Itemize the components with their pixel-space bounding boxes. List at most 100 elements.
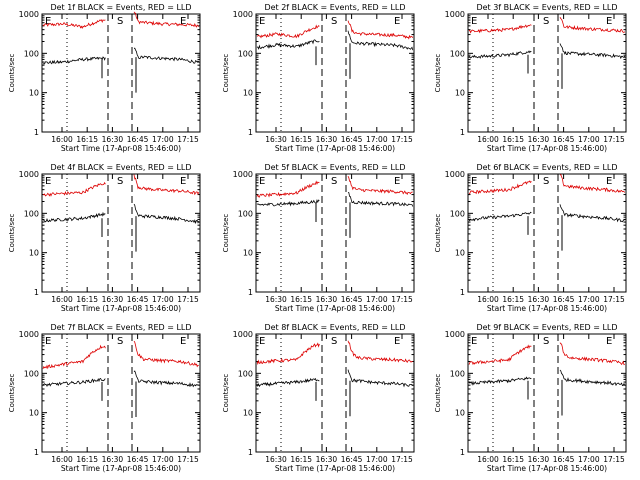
y-tick-label: 10 — [29, 249, 39, 258]
series-line — [468, 17, 626, 34]
panel: Det 9f BLACK = Events, RED = LLD 1 10 100 10… — [434, 323, 627, 473]
x-tick-label: 16:45 — [341, 455, 363, 464]
panel-title: Det 7f BLACK = Events, RED = LLD — [50, 323, 191, 332]
y-axis-label: Counts/sec — [8, 374, 16, 413]
y-tick-label: 10 — [243, 249, 253, 258]
y-axis-label: Counts/sec — [434, 214, 442, 253]
x-tick-label: 16:15 — [290, 135, 312, 144]
series-line — [256, 369, 414, 388]
interval-marker: E — [606, 176, 612, 187]
y-tick-label: 100 — [238, 369, 253, 378]
series-line — [256, 340, 413, 366]
interval-marker: E — [45, 16, 51, 27]
x-tick-label: 17:00 — [152, 455, 174, 464]
y-tick-label: 1000 — [19, 10, 39, 19]
x-tick-label: 16:15 — [290, 455, 312, 464]
y-tick-label: 1 — [34, 288, 39, 297]
interval-marker: S — [117, 336, 123, 347]
x-tick-label: 16:00 — [51, 455, 73, 464]
interval-marker: S — [543, 176, 549, 187]
x-tick-label: 16:30 — [528, 295, 550, 304]
y-tick-label: 10 — [29, 89, 39, 98]
x-axis-label: Start Time (17-Apr-08 15:46:00) — [275, 304, 395, 313]
interval-marker: E — [471, 336, 477, 347]
y-tick-label: 10 — [29, 409, 39, 418]
x-tick-label: 16:00 — [51, 295, 73, 304]
interval-marker: E — [259, 16, 265, 27]
panel: Det 6f BLACK = Events, RED = LLD 1 10 100 10… — [434, 163, 627, 313]
y-tick-label: 1000 — [19, 330, 39, 339]
x-axis-label: Start Time (17-Apr-08 15:46:00) — [275, 464, 395, 473]
y-tick-label: 100 — [450, 49, 465, 58]
x-tick-label: 16:00 — [477, 295, 499, 304]
y-tick-label: 100 — [24, 369, 39, 378]
series-line — [256, 192, 414, 207]
interval-marker: E — [394, 16, 400, 27]
panel: Det 1f BLACK = Events, RED = LLD 1 10 100 10… — [8, 3, 201, 153]
interval-marker: S — [117, 16, 123, 27]
plot-frame — [467, 173, 627, 293]
y-tick-label: 1000 — [445, 10, 465, 19]
interval-marker: S — [117, 176, 123, 187]
y-tick-label: 10 — [243, 409, 253, 418]
y-axis-label: Counts/sec — [8, 54, 16, 93]
y-tick-label: 1000 — [233, 170, 253, 179]
x-tick-label: 16:45 — [127, 135, 149, 144]
interval-marker: E — [259, 336, 265, 347]
y-tick-label: 1000 — [445, 170, 465, 179]
x-tick-label: 17:00 — [152, 135, 174, 144]
y-tick-label: 1 — [248, 128, 253, 137]
panel-title: Det 5f BLACK = Events, RED = LLD — [264, 163, 405, 172]
y-tick-label: 10 — [455, 249, 465, 258]
x-tick-label: 17:15 — [391, 295, 413, 304]
y-tick-label: 1000 — [233, 330, 253, 339]
x-tick-label: 17:15 — [603, 455, 625, 464]
y-axis-label: Counts/sec — [222, 54, 230, 93]
panel-title: Det 6f BLACK = Events, RED = LLD — [476, 163, 617, 172]
x-tick-label: 16:00 — [477, 135, 499, 144]
panel: Det 3f BLACK = Events, RED = LLD 1 10 100 10… — [434, 3, 627, 153]
series-line — [42, 11, 200, 30]
panel-title: Det 8f BLACK = Events, RED = LLD — [264, 323, 405, 332]
series-line — [468, 204, 626, 223]
x-tick-label: 16:00 — [477, 455, 499, 464]
plot-frame — [255, 13, 415, 133]
plot-frame — [467, 333, 627, 453]
x-tick-label: 16:30 — [102, 295, 124, 304]
x-tick-label: 17:15 — [177, 455, 199, 464]
panel: Det 7f BLACK = Events, RED = LLD 1 10 100 10… — [8, 323, 201, 473]
x-tick-label: 17:00 — [366, 455, 388, 464]
plot-frame — [467, 13, 627, 133]
series-line — [43, 47, 200, 65]
panel-title: Det 1f BLACK = Events, RED = LLD — [50, 3, 191, 12]
x-tick-label: 16:30 — [102, 455, 124, 464]
y-tick-label: 1 — [460, 128, 465, 137]
y-tick-label: 1 — [248, 448, 253, 457]
plot-frame — [255, 173, 415, 293]
panel-title: Det 2f BLACK = Events, RED = LLD — [264, 3, 405, 12]
x-tick-label: 17:15 — [391, 455, 413, 464]
x-tick-label: 16:00 — [51, 135, 73, 144]
y-axis-label: Counts/sec — [222, 374, 230, 413]
y-axis-label: Counts/sec — [434, 374, 442, 413]
series-line — [468, 174, 626, 195]
x-axis-label: Start Time (17-Apr-08 15:46:00) — [487, 304, 607, 313]
x-tick-label: 16:15 — [502, 455, 524, 464]
y-axis-label: Counts/sec — [8, 214, 16, 253]
x-tick-label: 17:00 — [152, 295, 174, 304]
interval-marker: S — [331, 336, 337, 347]
y-tick-label: 100 — [24, 49, 39, 58]
interval-marker: E — [394, 176, 400, 187]
x-axis-label: Start Time (17-Apr-08 15:46:00) — [61, 464, 181, 473]
plot-frame — [41, 173, 201, 293]
panel-title: Det 9f BLACK = Events, RED = LLD — [476, 323, 617, 332]
x-axis-label: Start Time (17-Apr-08 15:46:00) — [487, 144, 607, 153]
x-tick-label: 17:00 — [578, 455, 600, 464]
series-line — [42, 174, 200, 197]
y-tick-label: 1 — [34, 448, 39, 457]
interval-marker: E — [45, 176, 51, 187]
series-line — [256, 176, 413, 198]
interval-marker: E — [180, 176, 186, 187]
x-tick-label: 16:30 — [265, 295, 287, 304]
interval-marker: S — [543, 336, 549, 347]
